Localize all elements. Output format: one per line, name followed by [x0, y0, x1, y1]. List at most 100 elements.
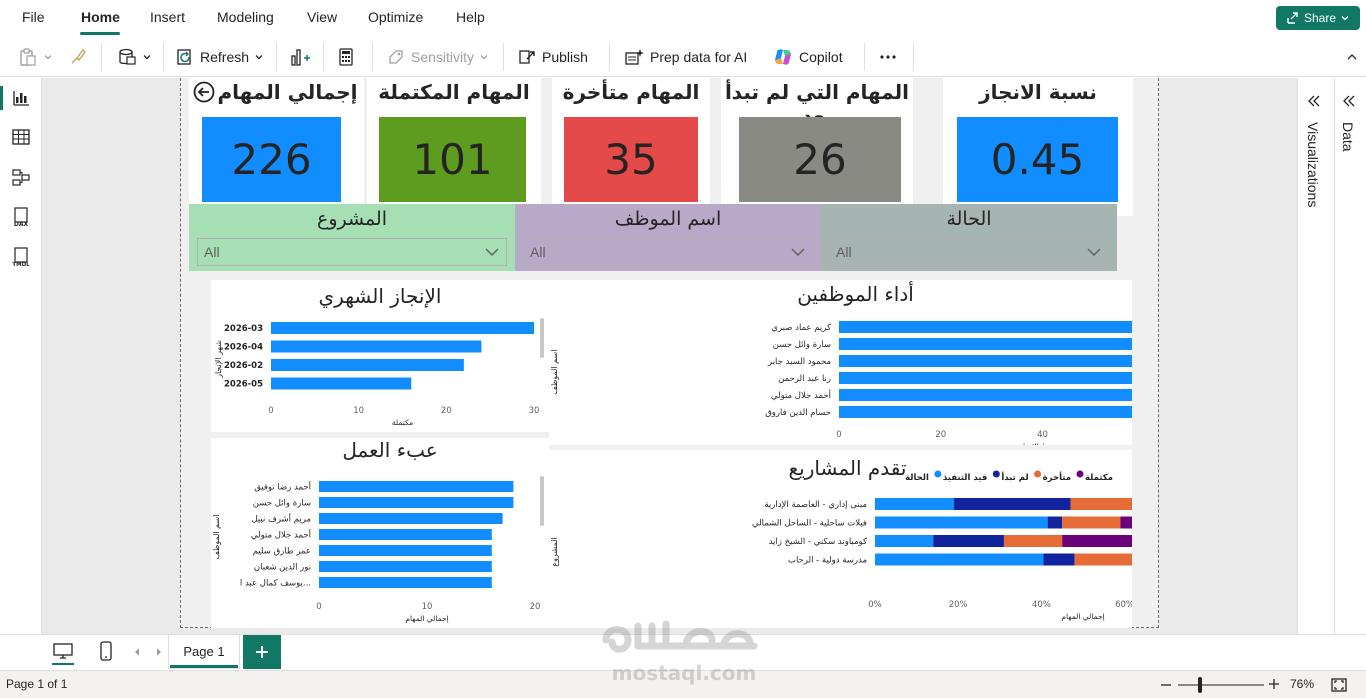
legend-label: مكتملة	[1085, 473, 1113, 483]
tab-page-1[interactable]: Page 1	[168, 635, 240, 669]
fit-to-page-icon[interactable]	[1330, 676, 1348, 694]
visualizations-pane-label[interactable]: Visualizations	[1305, 122, 1321, 208]
scrollbar	[540, 318, 544, 358]
format-painter-button[interactable]	[68, 45, 88, 69]
menu-optimize[interactable]: Optimize	[368, 9, 424, 25]
calculator-icon	[339, 48, 353, 66]
zoom-slider-thumb[interactable]	[1198, 677, 1202, 693]
y-axis-title: اسم الموظف	[212, 515, 221, 560]
prep-data-button[interactable]: Prep data for AI	[623, 45, 747, 69]
desktop-layout-icon[interactable]	[52, 641, 74, 661]
slicer-dropdown[interactable]: All	[523, 238, 813, 266]
menu-insert[interactable]: Insert	[150, 9, 186, 25]
add-page-button[interactable]	[243, 635, 281, 669]
zoom-in-icon[interactable]	[1268, 678, 1280, 690]
kpi-completion-rate[interactable]: نسبة الانجاز 0.45	[943, 78, 1133, 216]
x-tick-label: 20%	[949, 600, 968, 610]
menu-modeling[interactable]: Modeling	[217, 9, 274, 25]
category-label: كومباوند سكني - الشيخ زايد	[769, 537, 868, 547]
tmdl-view-icon[interactable]: TMDL	[10, 246, 32, 268]
category-label: محمود السيد جابر	[767, 357, 831, 367]
scroll-right-icon[interactable]	[154, 647, 164, 657]
kpi-title: نسبة الانجاز	[979, 80, 1097, 104]
kpi-value: 101	[412, 135, 493, 184]
kpi-title: إجمالي المهام	[217, 80, 358, 104]
refresh-button[interactable]: Refresh	[175, 45, 264, 69]
slicer-dropdown[interactable]: All	[197, 238, 507, 266]
stacked-bar-segment	[1003, 535, 1063, 547]
x-tick-label: 40%	[1032, 600, 1051, 610]
dax-query-view-icon[interactable]: DAX	[10, 206, 32, 228]
ribbon-collapse-button[interactable]	[1346, 45, 1358, 69]
expand-visualizations-icon[interactable]	[1307, 94, 1321, 108]
menu-bar: File Home Insert Modeling View Optimize Help S…	[0, 0, 1366, 36]
legend-marker	[1076, 470, 1084, 478]
sensitivity-button[interactable]: Sensitivity	[386, 45, 489, 69]
expand-data-icon[interactable]	[1342, 94, 1356, 108]
stacked-bar-segment	[875, 498, 955, 510]
kpi-total-tasks[interactable]: إجمالي المهام 226	[189, 78, 364, 216]
scroll-left-icon[interactable]	[132, 647, 142, 657]
x-tick-label: 40	[1037, 430, 1048, 440]
menu-help[interactable]: Help	[456, 9, 485, 25]
bar	[319, 513, 503, 524]
category-label: 2026-05	[224, 380, 263, 390]
calculator-button[interactable]	[336, 45, 356, 69]
kpi-value: 35	[604, 135, 658, 184]
table-view-icon[interactable]	[10, 126, 32, 148]
page-tab-bar: Page 1	[0, 634, 1366, 670]
data-pane-label[interactable]: Data	[1340, 122, 1356, 152]
menu-home[interactable]: Home	[81, 9, 120, 25]
copilot-button[interactable]: Copilot	[772, 45, 843, 69]
zoom-out-icon[interactable]	[1160, 679, 1172, 691]
x-tick-label: 20	[530, 602, 541, 612]
project-progress-chart[interactable]: تقدم المشاريع مكتملة متأخرة لم تبدأ قيد الت…	[549, 450, 1132, 628]
menu-file[interactable]: File	[22, 9, 45, 25]
menu-view[interactable]: View	[307, 9, 338, 25]
view-switcher-rail: DAX TMDL	[0, 78, 42, 668]
mobile-layout-icon[interactable]	[98, 640, 114, 662]
x-tick-label: 0	[836, 430, 841, 440]
back-arrow-icon[interactable]	[193, 81, 215, 103]
stacked-bar-segment	[875, 535, 934, 547]
zoom-slider[interactable]	[1178, 684, 1264, 686]
monthly-completion-chart[interactable]: الإنجاز الشهري شهر الإنجاز 2026-03 2026-04…	[211, 280, 549, 432]
chevron-down-icon	[1087, 248, 1101, 256]
more-icon	[880, 55, 896, 59]
category-label: يوسف كمال عبد ا...	[240, 579, 311, 589]
slicer-project[interactable]: المشروع All	[189, 204, 515, 271]
stacked-bar-segment	[933, 535, 1004, 547]
model-view-icon[interactable]	[10, 166, 32, 188]
slicer-title: الحالة	[946, 208, 992, 230]
stacked-bar-segment	[1120, 516, 1132, 529]
category-label: مريم أشرف نبيل	[251, 513, 311, 525]
slicer-employee[interactable]: اسم الموظف All	[515, 204, 821, 271]
paintbrush-icon	[71, 48, 86, 64]
workload-chart[interactable]: عبء العمل اسم الموظف أحمد رضا توفيق سارة و…	[211, 438, 549, 628]
active-tab-underline	[80, 32, 120, 35]
employee-performance-chart[interactable]: أداء الموظفين اسم الموظف كريم عماد صبري سا…	[549, 280, 1132, 445]
bar	[271, 322, 534, 334]
report-canvas: إجمالي المهام 226 المهام المكتملة 101 ال…	[42, 78, 1297, 634]
paste-button[interactable]	[18, 45, 53, 69]
kpi-value: 226	[231, 135, 312, 184]
chevron-down-icon	[44, 55, 52, 60]
x-tick-label: 30	[529, 406, 540, 416]
report-view-icon[interactable]	[10, 87, 32, 109]
share-button[interactable]: Share	[1276, 6, 1360, 30]
svg-text:TMDL: TMDL	[12, 262, 30, 268]
copilot-icon	[775, 49, 791, 65]
legend-marker	[934, 470, 942, 478]
legend-marker	[1034, 470, 1042, 478]
publish-button[interactable]: Publish	[517, 45, 588, 69]
slicer-status[interactable]: الحالة All	[821, 204, 1117, 271]
stacked-bar-segment	[875, 553, 1044, 566]
more-options-button[interactable]	[878, 45, 898, 69]
get-data-button[interactable]	[117, 45, 152, 69]
kpi-late-tasks[interactable]: المهام متأخرة 35	[552, 78, 710, 216]
kpi-not-started-tasks[interactable]: المهام التي لم تبدأ بعد 26	[721, 78, 913, 216]
slicer-dropdown[interactable]: All	[829, 238, 1109, 266]
new-visual-button[interactable]	[289, 45, 311, 69]
category-label: سارة وائل حسن	[253, 499, 311, 509]
kpi-completed-tasks[interactable]: المهام المكتملة 101	[367, 78, 541, 216]
